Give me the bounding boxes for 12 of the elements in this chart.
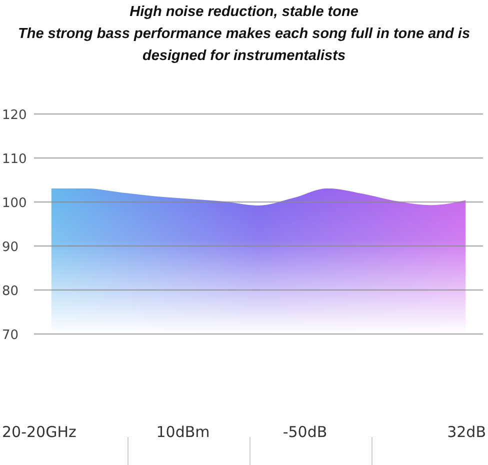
y-tick-label: 80	[2, 284, 19, 299]
chart-subtitle: The strong bass performance makes each song full in tone and is designed for instrumentalists	[18, 26, 470, 64]
y-tick-label: 120	[2, 108, 27, 123]
chart-title: High noise reduction, stable tone	[130, 4, 358, 20]
text: -50dB	[282, 423, 328, 441]
y-tick-label: 90	[2, 240, 19, 255]
y-tick-label: 110	[2, 152, 27, 167]
text: 32dB	[447, 423, 486, 441]
y-tick-label: 100	[2, 196, 27, 211]
text: 10dBm	[156, 423, 210, 441]
text: 20-20GHz	[2, 423, 76, 441]
y-tick-label: 70	[2, 328, 19, 343]
